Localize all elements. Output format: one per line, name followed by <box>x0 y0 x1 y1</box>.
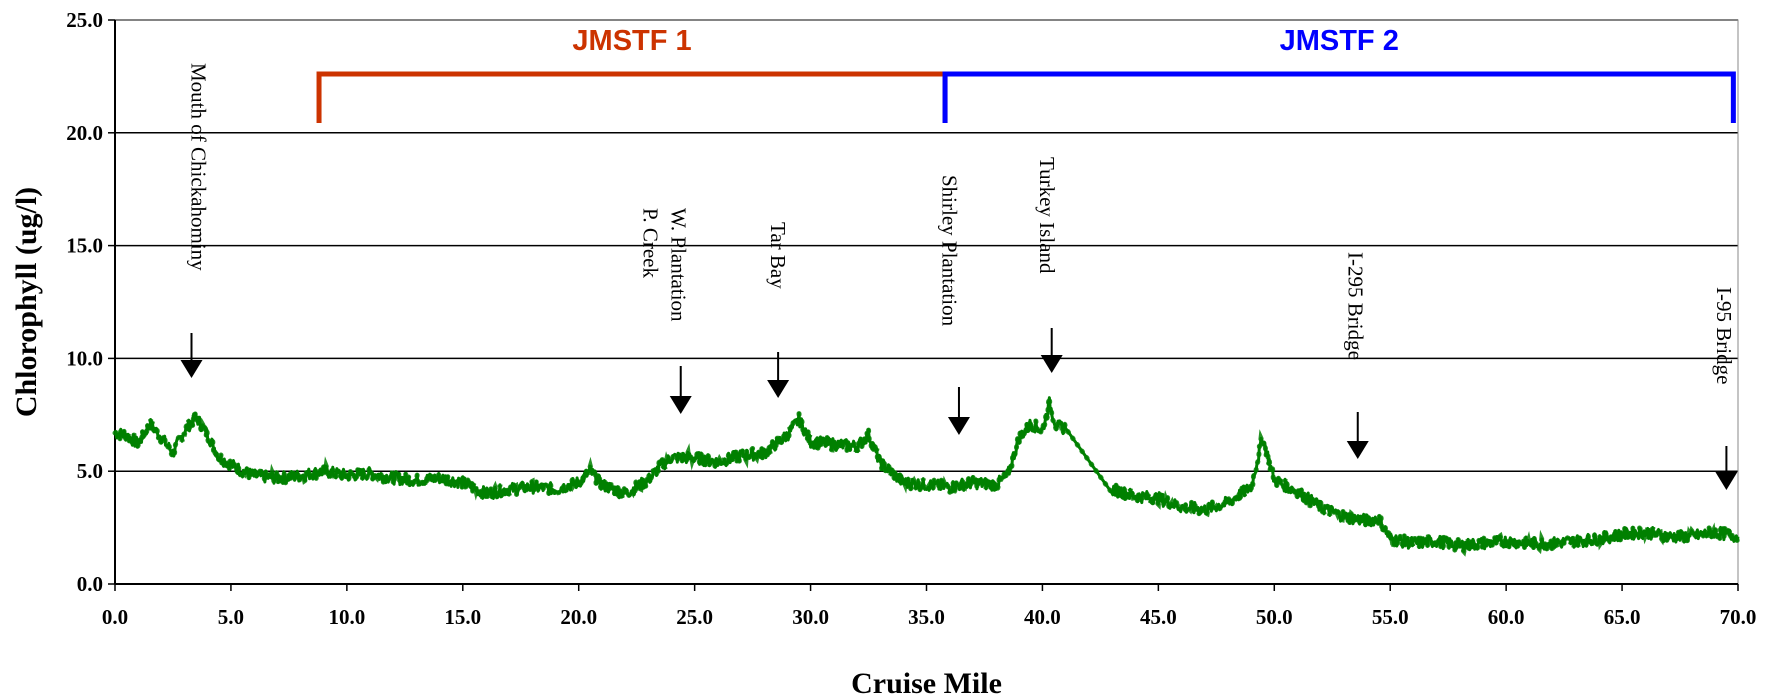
annotation-label: P. Creek <box>639 208 663 278</box>
bracket-label: JMSTF 1 <box>572 25 691 57</box>
annotation-label: I-295 Bridge <box>1343 252 1367 360</box>
x-tick-label: 0.0 <box>102 605 128 629</box>
annotation-arrow-head <box>1715 472 1738 490</box>
annotation-arrow-head <box>947 417 970 435</box>
annotation-label: I-95 Bridge <box>1712 287 1736 384</box>
x-tick-label: 20.0 <box>560 605 597 629</box>
annotation-label: Shirley Plantation <box>938 175 962 327</box>
period-brackets: JMSTF 1 JMSTF 2 <box>316 25 1736 123</box>
series-markers <box>112 397 1741 557</box>
bracket-label: JMSTF 2 <box>1280 25 1399 57</box>
annotation-arrow-head <box>1040 355 1063 373</box>
annotation-label: W. Plantation <box>666 208 690 322</box>
x-tick-label: 15.0 <box>444 605 481 629</box>
y-tick-label: 5.0 <box>77 459 103 483</box>
y-axis-title: Chlorophyll (ug/l) <box>10 187 43 417</box>
axes <box>108 19 1739 591</box>
annotation-arrow-head <box>669 396 692 414</box>
x-tick-labels: 0.0 5.0 10.0 15.0 20.0 25.0 30.0 35.0 40.0 45.0 50… <box>102 605 1757 629</box>
plot-frame <box>114 19 1739 585</box>
x-axis-title: Cruise Mile <box>851 667 1002 698</box>
annotation-label: Turkey Island <box>1035 157 1059 274</box>
bracket-line <box>316 71 948 123</box>
x-tick-label: 25.0 <box>676 605 713 629</box>
annotation-label: Mouth of Chickahominy <box>187 63 211 271</box>
y-tick-labels: 0.0 5.0 10.0 15.0 20.0 25.0 <box>66 8 103 596</box>
x-tick-label: 55.0 <box>1372 605 1409 629</box>
y-tick-label: 15.0 <box>66 234 103 258</box>
y-tick-label: 20.0 <box>66 121 103 145</box>
x-tick-label: 35.0 <box>908 605 945 629</box>
annotation-arrow-head <box>180 360 203 378</box>
x-tick-label: 60.0 <box>1488 605 1525 629</box>
annotation-arrow-head <box>1346 441 1369 459</box>
annotation-arrow-head <box>767 380 790 398</box>
x-tick-label: 50.0 <box>1256 605 1293 629</box>
x-tick-label: 45.0 <box>1140 605 1177 629</box>
x-tick-label: 65.0 <box>1604 605 1641 629</box>
gridlines <box>115 19 1738 472</box>
y-tick-label: 25.0 <box>66 8 103 32</box>
annotation-label: Tar Bay <box>766 222 790 289</box>
x-tick-label: 40.0 <box>1024 605 1061 629</box>
bracket-line <box>942 71 1736 123</box>
x-tick-label: 30.0 <box>792 605 829 629</box>
series-layer <box>112 396 1741 557</box>
x-tick-label: 5.0 <box>218 605 244 629</box>
y-tick-label: 0.0 <box>77 572 103 596</box>
y-tick-label: 10.0 <box>66 346 103 370</box>
x-tick-label: 10.0 <box>328 605 365 629</box>
x-tick-label: 70.0 <box>1720 605 1757 629</box>
